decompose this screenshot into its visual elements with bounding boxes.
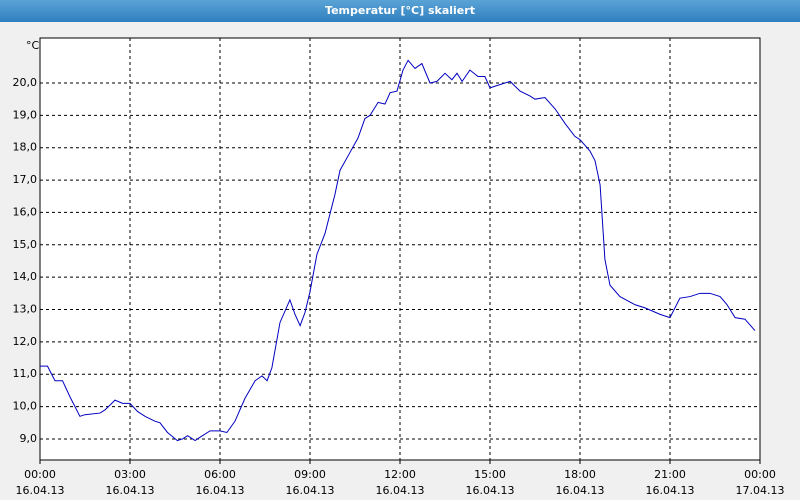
x-tick-label: 12:00 (384, 468, 416, 481)
x-tick-label: 09:00 (294, 468, 326, 481)
y-tick-label: 13,0 (13, 303, 38, 316)
y-tick-label: 18,0 (13, 141, 38, 154)
y-tick-label: 16,0 (13, 205, 38, 218)
y-tick-label: 14,0 (13, 270, 38, 283)
x-tick-date: 16.04.13 (16, 484, 65, 497)
x-tick-date: 16.04.13 (286, 484, 335, 497)
x-tick-date: 16.04.13 (106, 484, 155, 497)
x-tick-date: 16.04.13 (196, 484, 245, 497)
data-line (40, 59, 756, 442)
x-tick-date: 16.04.13 (556, 484, 605, 497)
x-tick-date: 16.04.13 (646, 484, 695, 497)
x-tick-date: 17.04.13 (736, 484, 785, 497)
y-tick-label: 17,0 (13, 173, 38, 186)
x-tick-date: 16.04.13 (376, 484, 425, 497)
x-tick-label: 18:00 (564, 468, 596, 481)
x-tick-date: 16.04.13 (466, 484, 515, 497)
y-tick-label: 9,0 (20, 432, 38, 445)
y-tick-label: 19,0 (13, 108, 38, 121)
x-tick-label: 06:00 (204, 468, 236, 481)
x-tick-label: 00:00 (24, 468, 56, 481)
x-tick-label: 15:00 (474, 468, 506, 481)
x-tick-label: 21:00 (654, 468, 686, 481)
y-tick-label: 20,0 (13, 76, 38, 89)
y-tick-label: 12,0 (13, 335, 38, 348)
chart: °C 9,0 10,0 11,0 12,0 13,0 14,0 15,0 16,0 17,0 18… (13, 37, 785, 497)
window-title: Temperatur [°C] skaliert (0, 0, 800, 22)
y-tick-label: 10,0 (13, 400, 38, 413)
y-tick-label: 15,0 (13, 238, 38, 251)
x-tick-label: 00:00 (744, 468, 776, 481)
y-tick-label: 11,0 (13, 367, 38, 380)
y-axis-label: °C (26, 39, 40, 52)
x-tick-label: 03:00 (114, 468, 146, 481)
